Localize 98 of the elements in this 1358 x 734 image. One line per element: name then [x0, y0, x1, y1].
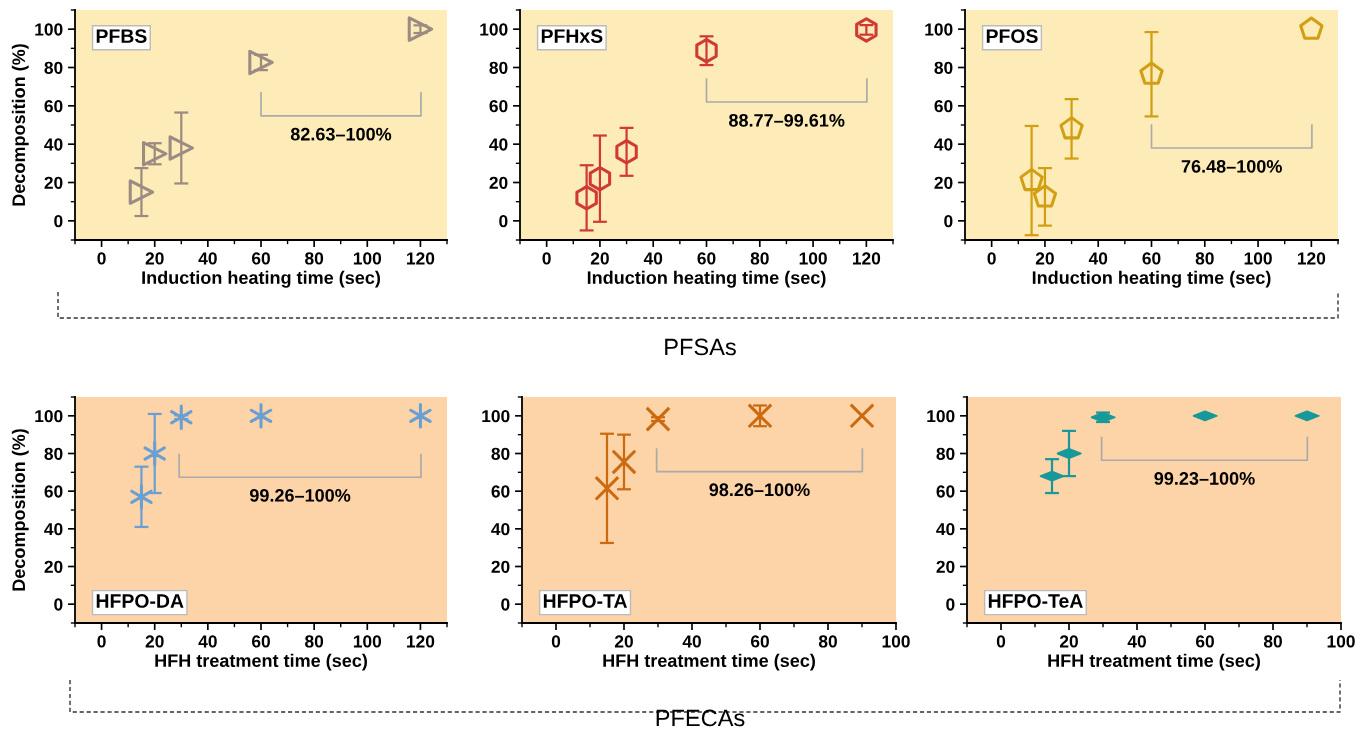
annotation: PFOS [986, 29, 1038, 43]
x-tick-label: 120 [407, 635, 435, 648]
y-tick-label: 60 [491, 485, 510, 498]
y-tick-label: 60 [936, 485, 955, 498]
y-tick-label: 20 [489, 176, 508, 189]
y-tick-label: 0 [944, 215, 953, 228]
y-axis-title: Decomposition (%) [11, 429, 29, 591]
annotation: HFPO-TA [543, 594, 628, 608]
annotation: HFPO-TeA [988, 594, 1083, 608]
y-tick-label: 100 [35, 23, 63, 36]
x-tick-label: 80 [750, 252, 769, 265]
y-tick-label: 20 [936, 560, 955, 573]
x-tick-label: 20 [1035, 252, 1054, 265]
x-axis-title: HFH treatment time (sec) [155, 653, 367, 671]
y-tick-label: 0 [54, 215, 63, 228]
x-tick-label: 20 [145, 635, 164, 648]
y-tick-label: 60 [44, 100, 63, 113]
annotation: 99.23–100% [1154, 472, 1255, 485]
x-tick-label: 80 [1263, 635, 1282, 648]
x-tick-label: 60 [1195, 635, 1214, 648]
y-tick-label: 60 [489, 100, 508, 113]
y-tick-label: 0 [946, 598, 955, 611]
x-tick-label: 0 [97, 252, 106, 265]
y-tick-label: 80 [489, 61, 508, 74]
x-tick-label: 100 [353, 635, 382, 648]
y-tick-label: 20 [934, 176, 953, 189]
y-tick-label: 40 [44, 138, 63, 151]
x-axis-title: HFH treatment time (sec) [603, 653, 815, 671]
x-tick-label: 120 [852, 252, 881, 265]
y-tick-label: 80 [934, 61, 953, 74]
x-tick-label: 0 [542, 252, 551, 265]
y-tick-label: 40 [489, 138, 508, 151]
x-tick-label: 40 [198, 252, 217, 265]
y-tick-label: 40 [491, 523, 510, 536]
x-tick-label: 100 [882, 635, 910, 648]
x-tick-label: 20 [590, 252, 609, 265]
x-tick-label: 40 [682, 635, 701, 648]
x-tick-label: 60 [251, 635, 270, 648]
y-tick-label: 80 [491, 447, 510, 460]
y-tick-label: 20 [44, 176, 63, 189]
y-tick-label: 100 [925, 23, 953, 36]
y-tick-label: 60 [934, 100, 953, 113]
x-tick-label: 40 [1088, 252, 1108, 265]
annotation: HFPO-DA [96, 594, 184, 608]
x-tick-label: 0 [996, 635, 1006, 648]
x-tick-label: 0 [97, 635, 106, 648]
x-tick-label: 100 [799, 252, 827, 265]
annotation: 82.63–100% [290, 127, 392, 141]
x-tick-label: 0 [987, 252, 996, 265]
annotation: 88.77–99.61% [729, 113, 845, 127]
y-tick-label: 20 [44, 560, 63, 573]
x-tick-label: 80 [1195, 252, 1214, 265]
x-tick-label: 40 [1127, 635, 1146, 648]
x-axis-title: Induction heating time (sec) [1032, 270, 1271, 288]
x-tick-label: 40 [643, 252, 663, 265]
x-tick-label: 100 [1244, 252, 1272, 265]
x-tick-label: 120 [407, 252, 435, 265]
x-tick-label: 20 [1059, 635, 1078, 648]
annotation: PFBS [96, 29, 147, 43]
text: PFECAs [656, 709, 745, 727]
x-tick-label: 60 [750, 635, 769, 648]
y-tick-label: 80 [44, 447, 63, 460]
y-tick-label: 80 [44, 61, 63, 74]
y-tick-label: 40 [936, 523, 955, 536]
x-tick-label: 80 [305, 252, 324, 265]
x-tick-label: 60 [1142, 252, 1161, 265]
y-tick-label: 100 [35, 410, 63, 423]
y-tick-label: 0 [501, 598, 510, 611]
y-tick-label: 40 [44, 523, 63, 536]
x-tick-label: 20 [614, 635, 633, 648]
x-tick-label: 100 [353, 252, 382, 265]
annotation: 98.26–100% [709, 483, 810, 497]
y-tick-label: 60 [44, 485, 63, 498]
y-tick-label: 40 [934, 138, 953, 151]
x-tick-label: 40 [198, 635, 217, 648]
annotation: PFHxS [541, 29, 603, 43]
x-tick-label: 60 [697, 252, 716, 265]
x-tick-label: 80 [818, 635, 837, 648]
y-tick-label: 20 [491, 560, 510, 573]
y-tick-label: 100 [482, 410, 510, 423]
y-axis-title: Decomposition (%) [11, 44, 29, 206]
x-tick-label: 60 [251, 252, 270, 265]
y-tick-label: 80 [936, 447, 955, 460]
x-tick-label: 80 [305, 635, 324, 648]
x-axis-title: HFH treatment time (sec) [1048, 653, 1260, 671]
y-tick-label: 0 [499, 215, 508, 228]
x-tick-label: 0 [551, 635, 561, 648]
text: PFSAs [665, 338, 736, 356]
x-axis-title: Induction heating time (sec) [142, 270, 380, 288]
x-tick-label: 100 [1327, 635, 1355, 648]
annotation: 99.26–100% [249, 489, 351, 502]
y-tick-label: 100 [927, 410, 955, 423]
x-axis-title: Induction heating time (sec) [587, 270, 826, 288]
x-tick-label: 120 [1297, 252, 1326, 265]
y-tick-label: 100 [480, 23, 508, 36]
annotation: 76.48–100% [1181, 159, 1282, 173]
x-tick-label: 20 [145, 252, 164, 265]
y-tick-label: 0 [54, 598, 63, 611]
